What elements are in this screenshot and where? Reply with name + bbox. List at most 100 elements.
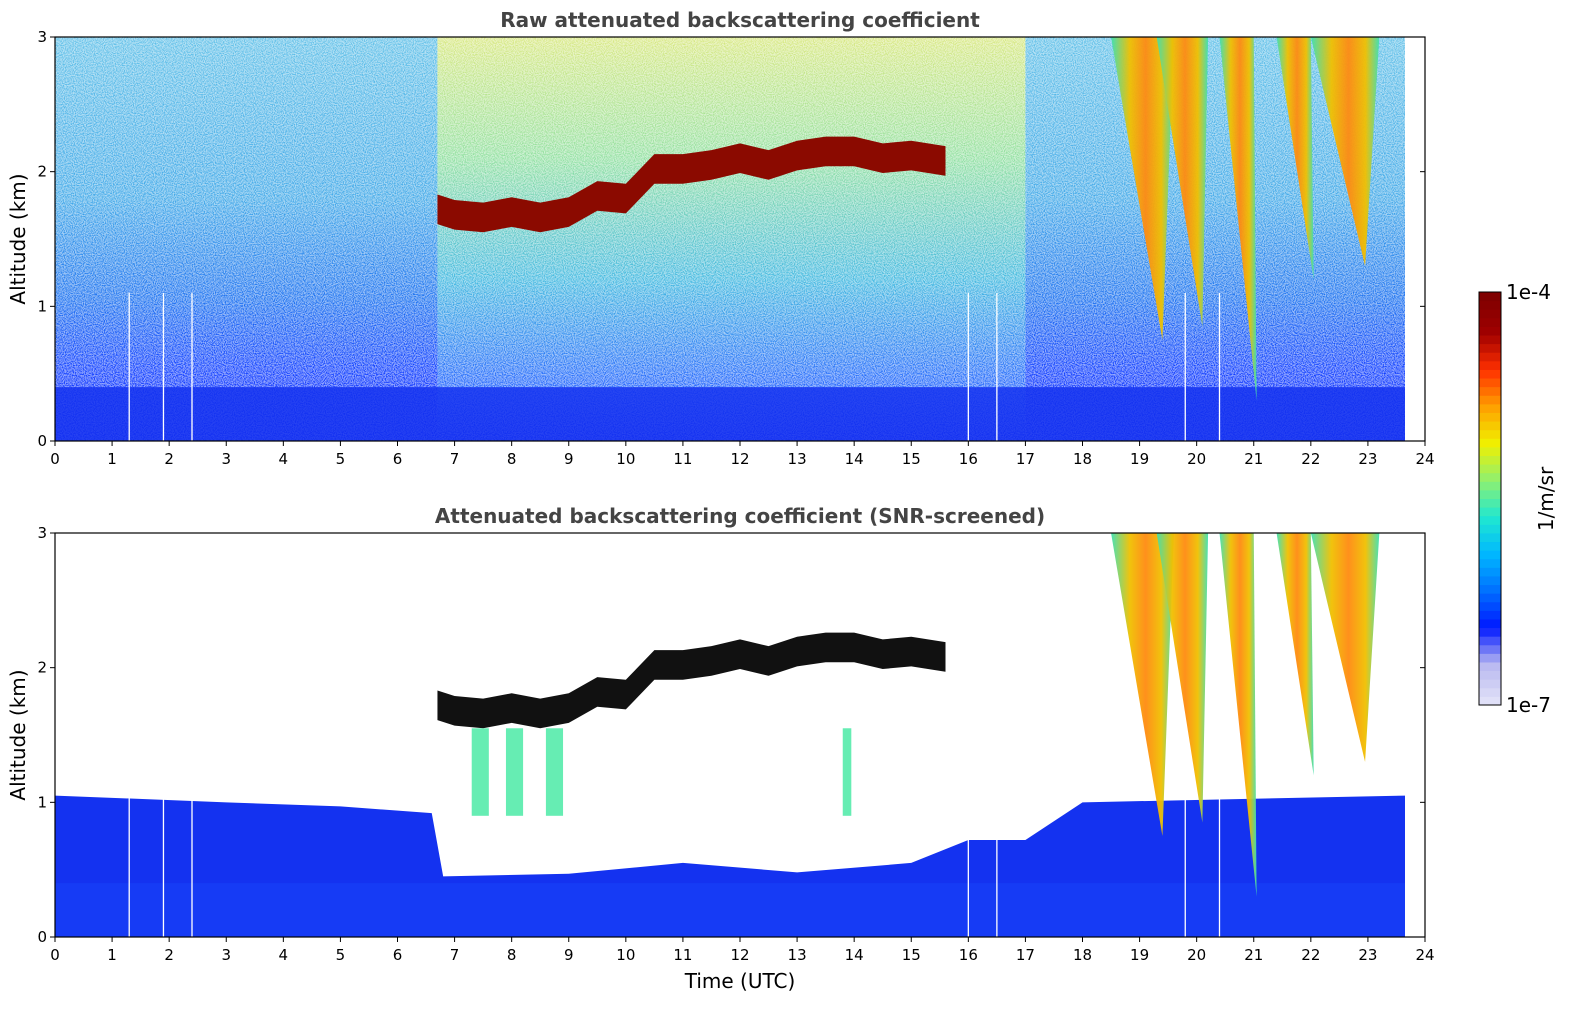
colorbar-segment [1479, 300, 1501, 310]
colorbar-segment [1479, 489, 1501, 499]
screened-x-tick-label: 15 [902, 946, 921, 964]
screened-no-data [1405, 533, 1425, 937]
raw-precip-streak [1156, 37, 1209, 327]
colorbar-segment [1479, 455, 1501, 465]
screened-precip-streak [1219, 533, 1257, 897]
colorbar-segment [1479, 584, 1501, 594]
raw-y-tick-label: 2 [37, 163, 47, 181]
colorbar-segment [1479, 446, 1501, 456]
colorbar-max-label: 1e-4 [1506, 280, 1551, 304]
screened-precip-streak [1111, 533, 1174, 836]
screened-precip-streak [1156, 533, 1209, 823]
raw-x-tick-label: 20 [1187, 450, 1206, 468]
screened-x-tick-label: 22 [1301, 946, 1320, 964]
colorbar-segment [1479, 661, 1501, 672]
screened-x-tick-label: 5 [336, 946, 346, 964]
colorbar-segment [1479, 532, 1501, 543]
raw-x-tick-label: 8 [507, 450, 517, 468]
raw-precip-streak [1310, 37, 1380, 266]
screened-x-tick-label: 21 [1244, 946, 1263, 964]
screened-x-tick-label: 0 [50, 946, 60, 964]
raw-y-tick-label: 3 [37, 28, 47, 46]
colorbar-segment [1479, 644, 1501, 654]
colorbar-segment [1479, 515, 1501, 525]
screened-y-tick-label: 3 [37, 524, 47, 542]
raw-x-tick-label: 13 [788, 450, 807, 468]
y-axis-label-raw: Altitude (km) [6, 173, 30, 304]
raw-x-tick-label: 18 [1073, 450, 1092, 468]
raw-precip-streak [1111, 37, 1174, 340]
colorbar-segment [1479, 498, 1501, 508]
screened-x-tick-label: 20 [1187, 946, 1206, 964]
screened-x-tick-label: 13 [788, 946, 807, 964]
raw-x-tick-label: 9 [564, 450, 574, 468]
raw-x-tick-label: 15 [902, 450, 921, 468]
colorbar-segment [1479, 412, 1501, 422]
screened-precip-streak [1310, 533, 1380, 762]
panel-title-screened: Attenuated backscattering coefficient (S… [435, 504, 1045, 528]
colorbar-segment [1479, 696, 1501, 706]
colorbar-segment [1479, 369, 1501, 379]
screened-x-tick-label: 17 [1016, 946, 1035, 964]
raw-x-tick-label: 6 [393, 450, 403, 468]
colorbar-segment [1479, 386, 1501, 396]
raw-x-tick-label: 11 [673, 450, 692, 468]
screened-y-tick-label: 2 [37, 659, 47, 677]
screened-x-tick-label: 18 [1073, 946, 1092, 964]
screened-x-tick-label: 8 [507, 946, 517, 964]
screened-boundary-layer [55, 795, 1406, 937]
screened-fall-streak [545, 728, 564, 816]
raw-x-tick-label: 3 [221, 450, 231, 468]
screened-x-tick-label: 24 [1415, 946, 1434, 964]
raw-y-tick-label: 1 [37, 297, 47, 315]
colorbar-segment [1479, 610, 1501, 620]
colorbar-segment [1479, 636, 1501, 646]
colorbar-segment [1479, 472, 1501, 482]
colorbar-segment [1479, 335, 1501, 345]
colorbar-segment [1479, 352, 1501, 362]
colorbar-segment [1479, 403, 1501, 413]
colorbar-segment [1479, 378, 1501, 388]
heatmap-screened [55, 533, 1425, 937]
panel-raw: Raw attenuated backscattering coefficien… [6, 8, 1435, 468]
colorbar-segment [1479, 550, 1501, 560]
screened-x-tick-label: 12 [730, 946, 749, 964]
screened-y-tick-label: 1 [37, 793, 47, 811]
colorbar-segment [1479, 575, 1501, 586]
colorbar-segment [1479, 593, 1501, 603]
colorbar-segment [1479, 317, 1501, 327]
raw-x-tick-label: 4 [279, 450, 289, 468]
colorbar-frame [1478, 291, 1502, 706]
raw-x-tick-label: 5 [336, 450, 346, 468]
raw-x-tick-label: 7 [450, 450, 460, 468]
screened-x-tick-label: 3 [221, 946, 231, 964]
screened-x-tick-label: 2 [164, 946, 174, 964]
colorbar-segment [1479, 567, 1501, 577]
colorbar-segment [1479, 309, 1501, 319]
colorbar-segment [1479, 507, 1501, 517]
colorbar-segment [1479, 541, 1501, 551]
raw-x-tick-label: 21 [1244, 450, 1263, 468]
screened-precip-streak [1276, 533, 1314, 776]
colorbar-segment [1479, 326, 1501, 336]
screened-x-tick-label: 1 [107, 946, 117, 964]
raw-y-tick-label: 0 [37, 432, 47, 450]
colorbar-segment [1479, 438, 1501, 448]
screened-x-tick-label: 11 [673, 946, 692, 964]
screened-x-tick-label: 9 [564, 946, 574, 964]
colorbar-segment [1479, 343, 1501, 353]
colorbar-label: 1/m/sr [1534, 466, 1558, 531]
colorbar-segment [1479, 360, 1501, 370]
screened-x-tick-label: 6 [393, 946, 403, 964]
panel-screened: Attenuated backscattering coefficient (S… [6, 504, 1435, 993]
raw-precip-streak [1276, 37, 1314, 280]
screened-x-tick-label: 16 [959, 946, 978, 964]
screened-x-tick-label: 23 [1358, 946, 1377, 964]
colorbar-segment [1479, 653, 1501, 663]
raw-x-tick-label: 10 [616, 450, 635, 468]
screened-fall-streak [842, 728, 852, 816]
colorbar-segment [1479, 601, 1501, 611]
colorbar-segment [1479, 558, 1501, 568]
raw-x-tick-label: 14 [845, 450, 864, 468]
